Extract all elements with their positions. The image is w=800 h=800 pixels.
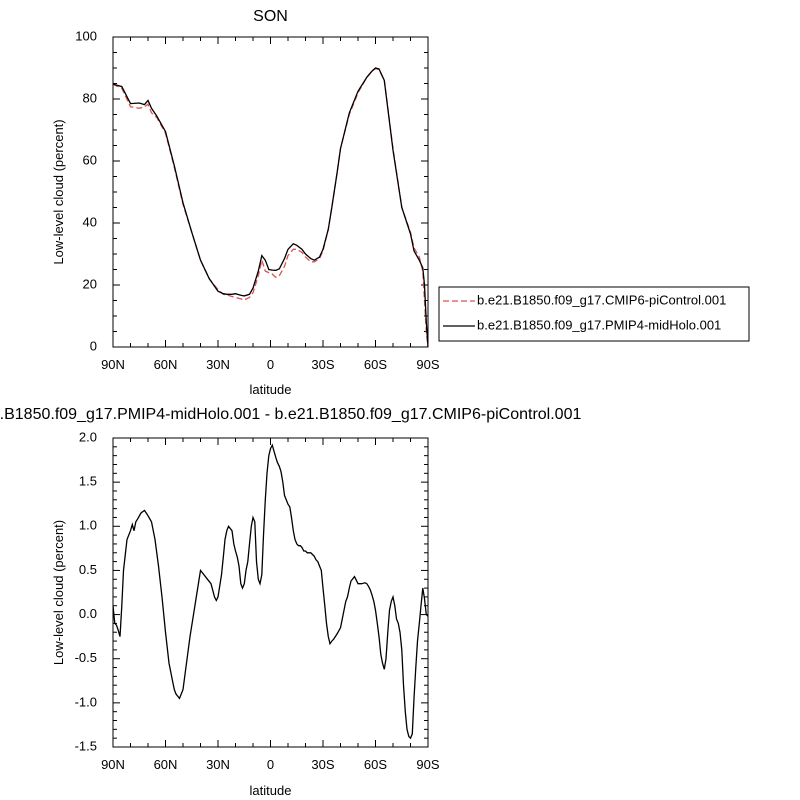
- y-tick-label: 1.5: [79, 474, 97, 489]
- y-tick-label: -1.0: [75, 694, 97, 709]
- x-tick-label: 30S: [311, 357, 334, 372]
- x-axis-label: latitude: [250, 783, 292, 798]
- y-tick-label: 20: [83, 276, 97, 291]
- plot-frame: [112, 36, 429, 348]
- x-tick-label: 60S: [364, 757, 387, 772]
- series-line-2: [113, 67, 428, 348]
- y-tick-label: -1.5: [75, 738, 97, 753]
- x-tick-label: 60N: [154, 757, 178, 772]
- legend-entry: b.e21.B1850.f09_g17.PMIP4-midHolo.001: [477, 317, 721, 332]
- x-tick-label: 0: [267, 357, 274, 372]
- legend-box: [438, 286, 750, 342]
- x-tick-label: 60N: [154, 357, 178, 372]
- legend-entry: b.e21.B1850.f09_g17.CMIP6-piControl.001: [477, 292, 726, 307]
- x-tick-label: 0: [267, 757, 274, 772]
- x-tick-label: 30N: [206, 357, 230, 372]
- y-tick-label: 1.0: [79, 518, 97, 533]
- series-line-1: [113, 443, 428, 740]
- y-tick-label: 0: [90, 338, 97, 353]
- x-tick-label: 90S: [416, 357, 439, 372]
- top-chart: SON 90N 60N 30N 0 30S 60S 90S 0 20 40 60 80 100 latitu…: [51, 8, 750, 397]
- y-tick-label: -0.5: [75, 650, 97, 665]
- y-tick-label: 80: [83, 90, 97, 105]
- legend: b.e21.B1850.f09_g17.CMIP6-piControl.001b…: [438, 286, 750, 342]
- y-tick-label: 0.5: [79, 562, 97, 577]
- plot-frame: [112, 437, 429, 748]
- x-tick-label: 90S: [416, 757, 439, 772]
- x-tick-label: 60S: [364, 357, 387, 372]
- y-axis-label: Low-level cloud (percent): [51, 119, 66, 264]
- y-tick-label: 100: [75, 28, 97, 43]
- series-line-1: [113, 67, 428, 348]
- chart-title: b.e21.B1850.f09_g17.PMIP4-midHolo.001 - …: [0, 406, 581, 423]
- y-tick-label: 2.0: [79, 429, 97, 444]
- y-axis-label: Low-level cloud (percent): [51, 520, 66, 665]
- bottom-chart: b.e21.B1850.f09_g17.PMIP4-midHolo.001 - …: [0, 406, 581, 798]
- x-tick-label: 30N: [206, 757, 230, 772]
- y-tick-label: 60: [83, 152, 97, 167]
- y-tick-label: 40: [83, 214, 97, 229]
- x-axis-label: latitude: [250, 382, 292, 397]
- x-tick-label: 30S: [311, 757, 334, 772]
- y-tick-label: 0.0: [79, 606, 97, 621]
- chart-title: SON: [253, 8, 288, 25]
- x-tick-label: 90N: [101, 357, 125, 372]
- x-tick-label: 90N: [101, 757, 125, 772]
